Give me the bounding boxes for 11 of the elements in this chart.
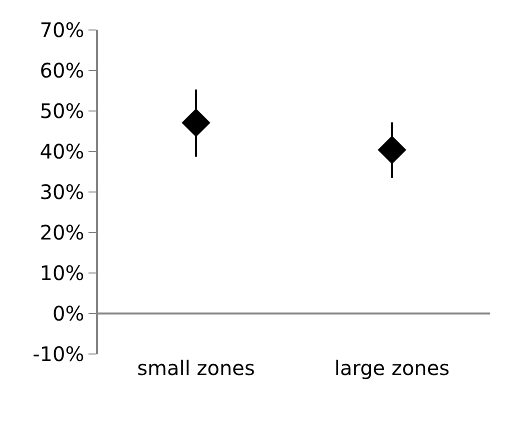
y-tick-label: 50% <box>40 99 84 123</box>
y-tick-label: 0% <box>52 302 84 326</box>
y-tick-label: 10% <box>40 261 84 285</box>
x-tick-label: small zones <box>137 356 255 380</box>
y-tick-label: 20% <box>40 220 84 244</box>
y-tick-label: 60% <box>40 58 84 82</box>
y-tick-label: 40% <box>40 140 84 164</box>
y-tick-label: -10% <box>32 342 84 366</box>
y-tick-label: 30% <box>40 180 84 204</box>
y-tick-label: 70% <box>40 18 84 42</box>
x-tick-label: large zones <box>334 356 450 380</box>
